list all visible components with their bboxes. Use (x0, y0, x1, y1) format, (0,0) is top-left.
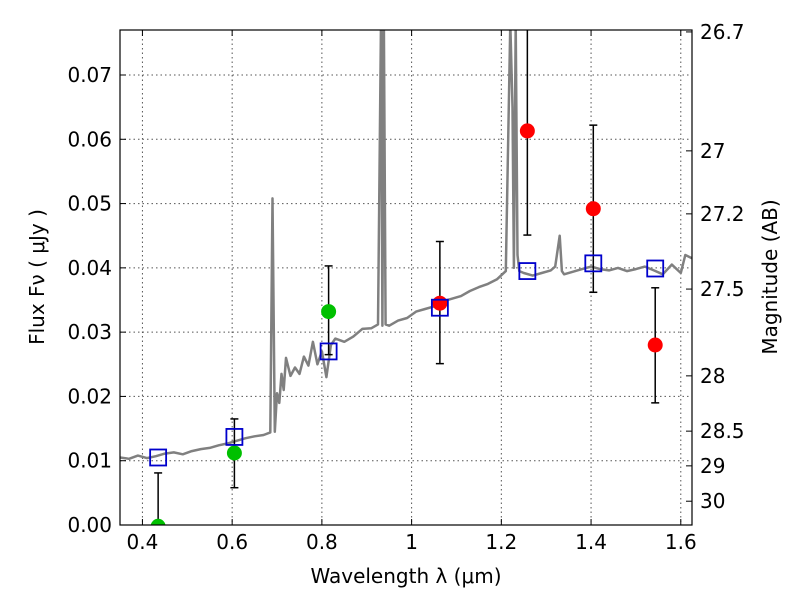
y-tick-label: 0.01 (67, 449, 112, 473)
x-tick-label: 1 (405, 530, 418, 554)
model-square-marker (319, 342, 338, 361)
red-data-point (432, 295, 448, 311)
x-tick-label: 1.6 (665, 530, 697, 554)
y-axis-label: Flux Fν ( μJy ) (25, 209, 49, 345)
y-tick-label: 0.02 (67, 384, 112, 408)
plot-frame (119, 29, 693, 526)
y2-tick-label: 27.5 (700, 277, 745, 301)
y2-tick-label: 27 (700, 139, 725, 163)
red-data-point (585, 201, 601, 217)
y2-tick-label: 29 (700, 454, 725, 478)
green-data-point (150, 518, 166, 525)
y-tick-label: 0.07 (67, 63, 112, 87)
y-tick-label: 0.03 (67, 320, 112, 344)
grid (120, 30, 692, 526)
y-tick-label: 0.04 (67, 256, 112, 280)
y-tick-label: 0.06 (67, 127, 112, 151)
model-square-marker (646, 259, 665, 278)
model-square-marker (149, 448, 168, 467)
y-tick-label: 0.05 (67, 192, 112, 216)
y-tick-label: 0.00 (67, 513, 112, 537)
y2-tick-label: 28 (700, 364, 725, 388)
data-layer (120, 30, 692, 525)
y2-tick-label: 28.5 (700, 419, 745, 443)
model-square-marker (225, 428, 244, 446)
red-data-point (647, 337, 663, 353)
model-square-marker (584, 254, 603, 273)
x-tick-label: 0.8 (306, 530, 338, 554)
x-tick-label: 1.4 (575, 530, 607, 554)
y2-tick-label: 27.2 (700, 202, 745, 226)
ticks: 0.4 0.6 0.8 1 1.2 1.4 1.6 0.00 0.01 0.02 0.03 0.04 0… (67, 20, 744, 554)
x-tick-label: 0.6 (216, 530, 248, 554)
red-data-point (519, 123, 535, 139)
green-data-point (321, 304, 337, 320)
model-square-marker (518, 262, 537, 280)
x-tick-label: 1.2 (485, 530, 517, 554)
model-square-marker (430, 298, 449, 317)
model-spectrum-line (120, 30, 692, 461)
y2-tick-label: 26.7 (700, 20, 745, 44)
y2-tick-label: 30 (700, 489, 725, 513)
green-data-point (226, 445, 242, 461)
x-tick-label: 0.4 (127, 530, 159, 554)
y2-axis-label: Magnitude (AB) (758, 199, 782, 354)
x-axis-label: Wavelength λ (μm) (310, 564, 501, 588)
